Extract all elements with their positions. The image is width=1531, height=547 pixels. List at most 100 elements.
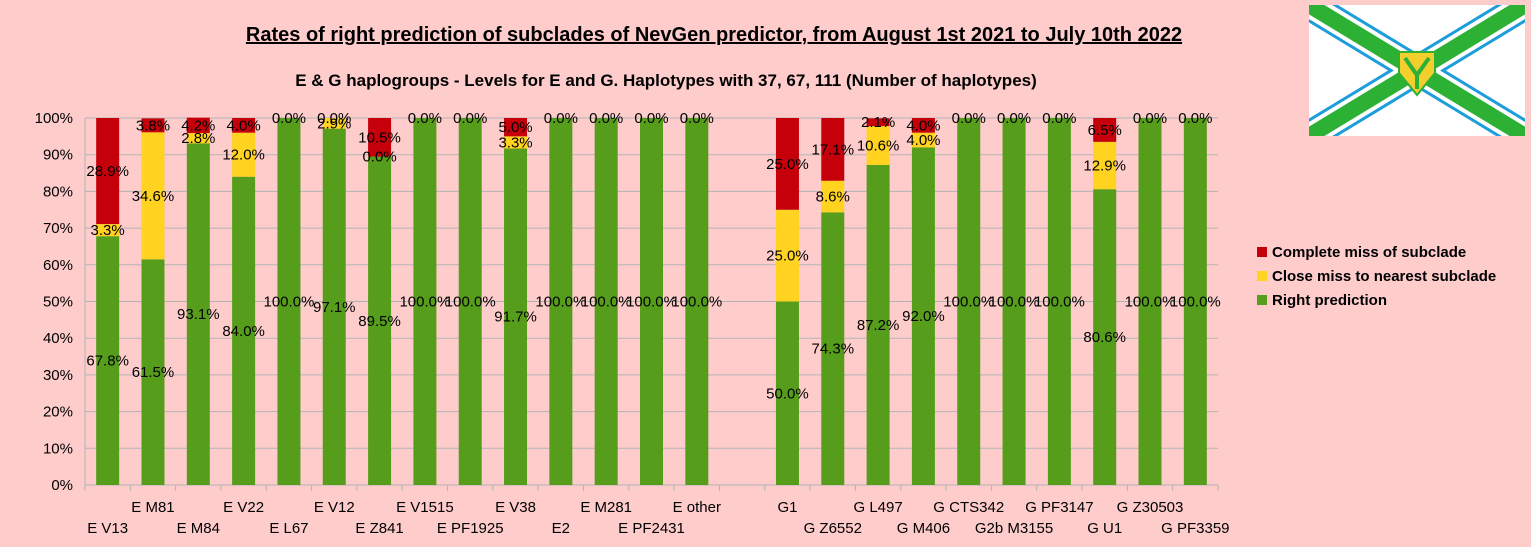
x-category-label: E V22: [223, 499, 264, 516]
data-label: 100.0%: [943, 294, 994, 311]
x-category-label: E other: [673, 499, 721, 516]
x-category-label: E2: [552, 520, 570, 537]
bar-segment-close-miss: [504, 136, 528, 149]
bar-segment-right-prediction: [685, 118, 709, 485]
bar-segment-right-prediction: [911, 147, 935, 486]
bar-segment-right-prediction: [277, 118, 301, 485]
x-category-label: E V1515: [396, 499, 454, 516]
bar-segment-right-prediction: [1138, 118, 1162, 485]
data-label: 3.8%: [136, 117, 170, 134]
data-label: 80.6%: [1083, 329, 1126, 346]
data-label: 0.0%: [453, 110, 487, 127]
data-label: 2.1%: [861, 114, 895, 131]
bar-segment-right-prediction: [866, 164, 890, 485]
data-label: 17.1%: [812, 141, 855, 158]
bar-segment-right-prediction: [232, 176, 256, 485]
bar-segment-right-prediction: [458, 118, 482, 485]
legend-item-complete-miss: Complete miss of subclade: [1257, 240, 1496, 264]
data-label: 0.0%: [362, 149, 396, 166]
x-category-label: E M84: [177, 520, 220, 537]
data-label: 100.0%: [264, 294, 315, 311]
x-category-label: E V12: [314, 499, 355, 516]
chart-title: Rates of right prediction of subclades o…: [245, 24, 1183, 46]
y-tick-label: 80%: [43, 183, 73, 200]
x-category-label: E L67: [269, 520, 308, 537]
x-category-label: G2b M3155: [975, 520, 1053, 537]
data-label: 67.8%: [86, 353, 129, 370]
x-category-label: G Z30503: [1117, 499, 1184, 516]
bar-segment-complete-miss: [96, 118, 120, 225]
bar-segment-right-prediction: [1183, 118, 1207, 485]
x-category-label: G L497: [853, 499, 902, 516]
data-label: 84.0%: [222, 323, 265, 340]
data-label: 100.0%: [1170, 294, 1221, 311]
legend-label: Complete miss of subclade: [1272, 243, 1467, 261]
bar-segment-right-prediction: [141, 259, 165, 485]
data-label: 100.0%: [581, 294, 632, 311]
x-category-label: G U1: [1087, 520, 1122, 537]
x-category-label: G PF3147: [1025, 499, 1093, 516]
bar-segment-complete-miss: [186, 117, 210, 134]
x-category-label: G1: [777, 499, 797, 516]
data-label: 0.0%: [1178, 110, 1212, 127]
bar-segment-right-prediction: [775, 301, 799, 485]
bar-segment-complete-miss: [232, 118, 256, 133]
data-label: 3.3%: [91, 222, 125, 239]
data-label: 4.0%: [906, 117, 940, 134]
data-label: 28.9%: [86, 163, 129, 180]
data-label: 89.5%: [358, 313, 401, 330]
bar-segment-complete-miss: [504, 118, 528, 137]
data-label: 97.1%: [313, 299, 356, 316]
data-label: 50.0%: [766, 385, 809, 402]
bar-segment-right-prediction: [640, 118, 663, 485]
data-label: 91.7%: [494, 309, 537, 326]
y-tick-label: 100%: [35, 110, 73, 127]
data-label: 2.9%: [317, 115, 351, 132]
legend-swatch: [1257, 295, 1267, 305]
bar-segment-right-prediction: [1093, 189, 1117, 485]
bar-segment-close-miss: [866, 126, 890, 165]
bar-segment-right-prediction: [821, 212, 845, 485]
bar-segment-right-prediction: [186, 143, 210, 485]
data-label: 0.0%: [317, 110, 351, 127]
bar-segment-close-miss: [821, 180, 845, 213]
bar-segment-complete-miss: [1093, 118, 1117, 142]
data-label: 61.5%: [132, 364, 175, 381]
y-tick-label: 20%: [43, 404, 73, 421]
x-category-label: E PF2431: [618, 520, 685, 537]
legend: Complete miss of subclade Close miss to …: [1257, 240, 1496, 312]
bar-segment-right-prediction: [368, 156, 392, 485]
bar-segment-right-prediction: [1002, 118, 1026, 485]
data-label: 25.0%: [766, 248, 809, 265]
data-label: 100.0%: [399, 294, 450, 311]
y-tick-label: 30%: [43, 367, 73, 384]
bar-segment-close-miss: [96, 224, 120, 237]
y-tick-label: 10%: [43, 440, 73, 457]
bar-segment-close-miss: [232, 132, 256, 177]
x-category-label: G PF3359: [1161, 520, 1229, 537]
legend-swatch: [1257, 271, 1267, 281]
data-label: 100.0%: [535, 294, 586, 311]
data-label: 0.0%: [997, 110, 1031, 127]
data-label: 4.2%: [181, 117, 215, 134]
legend-item-right-prediction: Right prediction: [1257, 288, 1496, 312]
legend-item-close-miss: Close miss to nearest subclade: [1257, 264, 1496, 288]
nevgen-flag-logo-icon: [1309, 5, 1525, 136]
y-tick-label: 40%: [43, 330, 73, 347]
bar-segment-right-prediction: [594, 118, 618, 485]
legend-label: Right prediction: [1272, 291, 1387, 309]
bar-segment-complete-miss: [911, 118, 935, 133]
legend-label: Close miss to nearest subclade: [1272, 267, 1497, 285]
bar-segment-close-miss: [141, 132, 165, 260]
data-label: 3.3%: [498, 134, 532, 151]
bar-segment-right-prediction: [504, 148, 528, 485]
data-label: 100.0%: [1125, 294, 1176, 311]
x-category-label: E M81: [131, 499, 174, 516]
y-tick-label: 50%: [43, 294, 73, 311]
bar-segment-right-prediction: [957, 118, 981, 485]
legend-swatch: [1257, 247, 1267, 257]
data-label: 4.0%: [227, 117, 261, 134]
bar-segment-complete-miss: [866, 118, 890, 127]
data-label: 0.0%: [408, 110, 442, 127]
data-label: 92.0%: [902, 308, 945, 325]
